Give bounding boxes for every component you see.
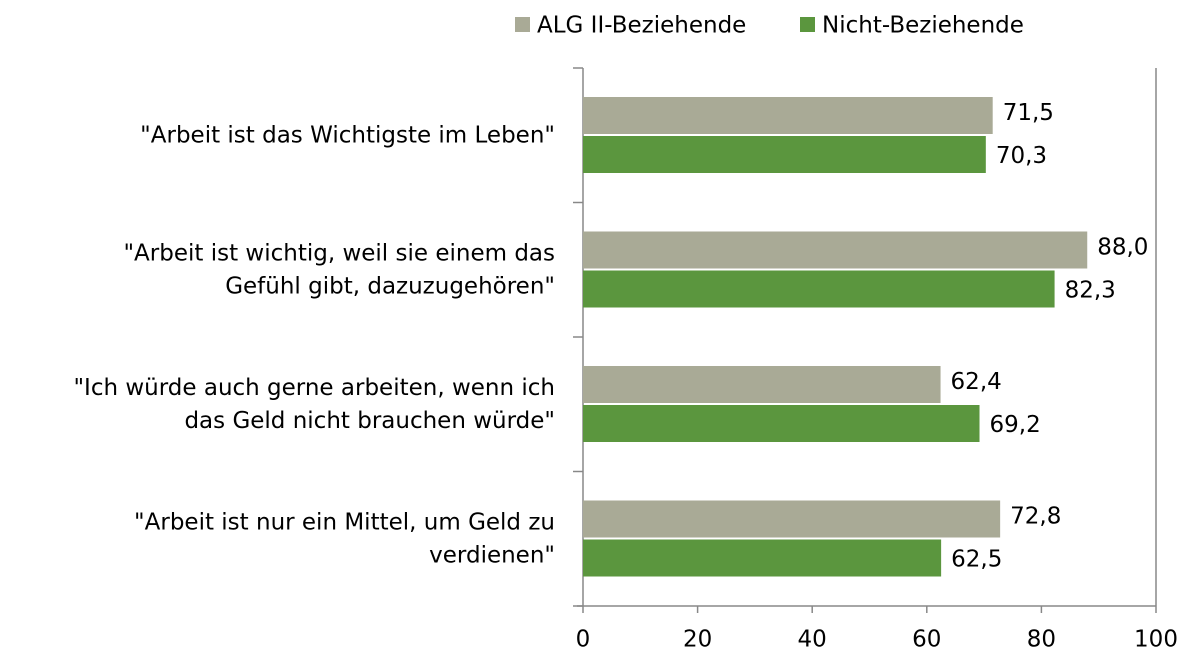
category-label: "Arbeit ist nur ein Mittel, um Geld zu ve… (134, 509, 555, 568)
x-tick-label: 40 (798, 627, 827, 653)
bar (583, 500, 1001, 538)
legend-label: Nicht-Beziehende (822, 13, 1024, 39)
category-label-line: das Geld nicht brauchen würde" (184, 407, 555, 433)
bar (583, 405, 980, 442)
legend-swatch (800, 17, 815, 32)
category-label-line: "Ich würde auch gerne arbeiten, wenn ich (73, 374, 555, 400)
category-label-line: "Arbeit ist nur ein Mittel, um Geld zu (134, 509, 555, 535)
data-label: 88,0 (1097, 235, 1148, 261)
x-tick-label: 60 (912, 627, 941, 653)
data-label: 70,3 (996, 143, 1047, 169)
data-label: 71,5 (1003, 100, 1054, 126)
category-label: "Ich würde auch gerne arbeiten, wenn ich… (73, 374, 555, 433)
bar (583, 539, 942, 577)
category-label-line: "Arbeit ist wichtig, weil sie einem das (123, 240, 555, 266)
data-label: 82,3 (1065, 278, 1116, 304)
category-label-line: "Arbeit ist das Wichtigste im Leben" (140, 122, 555, 148)
category-label: "Arbeit ist das Wichtigste im Leben" (140, 122, 555, 148)
data-label: 72,8 (1010, 504, 1061, 530)
category-label: "Arbeit ist wichtig, weil sie einem das G… (123, 240, 555, 299)
bar (583, 231, 1088, 269)
category-label-line: verdienen" (429, 542, 555, 568)
x-tick-label: 100 (1134, 627, 1178, 653)
data-label: 69,2 (990, 412, 1041, 438)
data-label: 62,5 (951, 547, 1002, 573)
x-tick-label: 80 (1027, 627, 1056, 653)
bar (583, 270, 1055, 308)
bar (583, 366, 941, 403)
bar (583, 97, 993, 134)
bar (583, 136, 986, 173)
x-tick-label: 0 (576, 627, 591, 653)
legend-swatch (515, 17, 530, 32)
data-label: 62,4 (951, 369, 1002, 395)
category-label-line: Gefühl gibt, dazuzugehören" (225, 273, 555, 299)
legend-label: ALG II-Beziehende (537, 13, 746, 39)
x-tick-label: 20 (683, 627, 712, 653)
